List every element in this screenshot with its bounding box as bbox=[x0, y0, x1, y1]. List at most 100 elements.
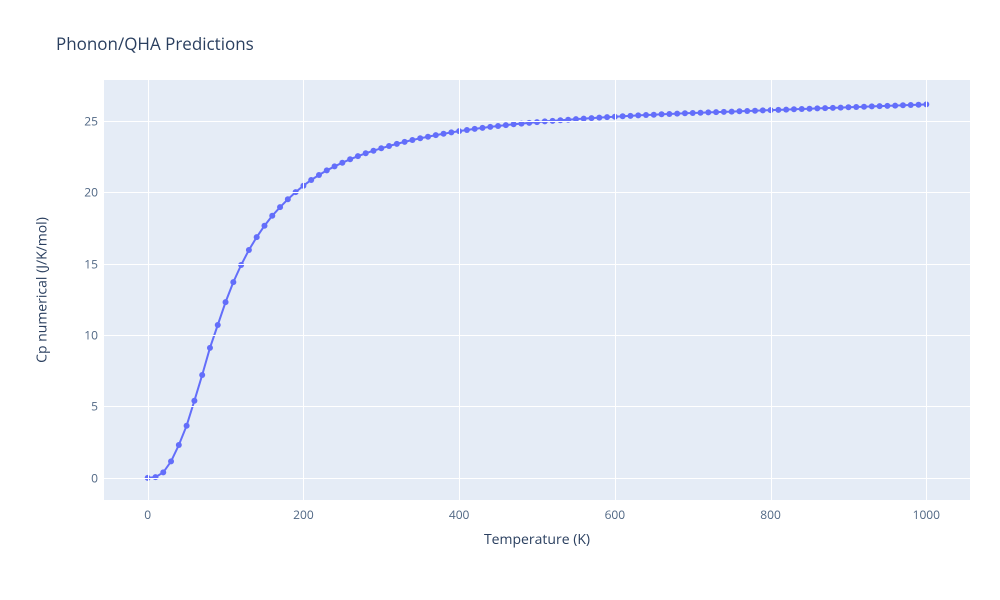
x-gridline bbox=[148, 80, 149, 500]
data-marker[interactable] bbox=[869, 103, 875, 109]
data-marker[interactable] bbox=[635, 112, 641, 118]
x-axis-label: Temperature (K) bbox=[484, 530, 590, 549]
data-marker[interactable] bbox=[690, 110, 696, 116]
data-marker[interactable] bbox=[744, 108, 750, 114]
data-marker[interactable] bbox=[503, 122, 509, 128]
data-marker[interactable] bbox=[417, 135, 423, 141]
y-tick-label: 5 bbox=[76, 398, 98, 415]
data-marker[interactable] bbox=[713, 109, 719, 115]
data-marker[interactable] bbox=[845, 104, 851, 110]
chart-svg bbox=[104, 80, 970, 500]
data-marker[interactable] bbox=[363, 150, 369, 156]
data-marker[interactable] bbox=[472, 126, 478, 132]
data-marker[interactable] bbox=[168, 458, 174, 464]
data-marker[interactable] bbox=[884, 103, 890, 109]
data-marker[interactable] bbox=[861, 104, 867, 110]
data-marker[interactable] bbox=[324, 167, 330, 173]
data-marker[interactable] bbox=[666, 111, 672, 117]
data-marker[interactable] bbox=[184, 423, 190, 429]
data-marker[interactable] bbox=[674, 111, 680, 117]
data-marker[interactable] bbox=[892, 103, 898, 109]
data-marker[interactable] bbox=[339, 160, 345, 166]
data-marker[interactable] bbox=[830, 105, 836, 111]
data-marker[interactable] bbox=[223, 299, 229, 305]
data-marker[interactable] bbox=[254, 234, 260, 240]
data-marker[interactable] bbox=[596, 115, 602, 121]
data-marker[interactable] bbox=[160, 469, 166, 475]
data-marker[interactable] bbox=[783, 107, 789, 113]
data-marker[interactable] bbox=[916, 102, 922, 108]
data-marker[interactable] bbox=[316, 172, 322, 178]
data-marker[interactable] bbox=[814, 105, 820, 111]
data-marker[interactable] bbox=[651, 112, 657, 118]
data-marker[interactable] bbox=[332, 163, 338, 169]
data-marker[interactable] bbox=[370, 148, 376, 154]
data-marker[interactable] bbox=[682, 110, 688, 116]
data-marker[interactable] bbox=[409, 137, 415, 143]
data-marker[interactable] bbox=[736, 108, 742, 114]
data-marker[interactable] bbox=[729, 109, 735, 115]
data-marker[interactable] bbox=[464, 127, 470, 133]
data-marker[interactable] bbox=[620, 113, 626, 119]
data-marker[interactable] bbox=[308, 177, 314, 183]
chart-title: Phonon/QHA Predictions bbox=[56, 32, 254, 55]
x-tick-label: 0 bbox=[144, 506, 151, 523]
data-marker[interactable] bbox=[659, 111, 665, 117]
data-marker[interactable] bbox=[877, 103, 883, 109]
data-marker[interactable] bbox=[565, 117, 571, 123]
data-marker[interactable] bbox=[246, 247, 252, 253]
data-marker[interactable] bbox=[752, 108, 758, 114]
data-marker[interactable] bbox=[698, 110, 704, 116]
data-marker[interactable] bbox=[627, 113, 633, 119]
y-tick-label: 20 bbox=[76, 184, 98, 201]
data-marker[interactable] bbox=[191, 398, 197, 404]
y-tick-label: 25 bbox=[76, 112, 98, 129]
data-marker[interactable] bbox=[355, 153, 361, 159]
data-marker[interactable] bbox=[402, 139, 408, 145]
data-marker[interactable] bbox=[799, 106, 805, 112]
x-gridline bbox=[926, 80, 927, 500]
data-marker[interactable] bbox=[378, 145, 384, 151]
data-marker[interactable] bbox=[604, 114, 610, 120]
data-marker[interactable] bbox=[347, 156, 353, 162]
data-marker[interactable] bbox=[480, 125, 486, 131]
y-gridline bbox=[104, 121, 970, 122]
data-marker[interactable] bbox=[433, 132, 439, 138]
data-marker[interactable] bbox=[775, 107, 781, 113]
data-marker[interactable] bbox=[269, 213, 275, 219]
data-marker[interactable] bbox=[705, 109, 711, 115]
data-marker[interactable] bbox=[721, 109, 727, 115]
x-gridline bbox=[771, 80, 772, 500]
data-marker[interactable] bbox=[394, 141, 400, 147]
data-marker[interactable] bbox=[176, 442, 182, 448]
data-marker[interactable] bbox=[495, 123, 501, 129]
data-marker[interactable] bbox=[261, 223, 267, 229]
data-marker[interactable] bbox=[643, 112, 649, 118]
data-marker[interactable] bbox=[230, 279, 236, 285]
data-marker[interactable] bbox=[908, 102, 914, 108]
data-marker[interactable] bbox=[838, 105, 844, 111]
x-gridline bbox=[615, 80, 616, 500]
data-marker[interactable] bbox=[285, 196, 291, 202]
data-marker[interactable] bbox=[487, 124, 493, 130]
data-marker[interactable] bbox=[791, 106, 797, 112]
data-marker[interactable] bbox=[511, 121, 517, 127]
data-marker[interactable] bbox=[277, 204, 283, 210]
data-marker[interactable] bbox=[900, 102, 906, 108]
data-marker[interactable] bbox=[215, 322, 221, 328]
data-marker[interactable] bbox=[853, 104, 859, 110]
plot-area[interactable] bbox=[104, 80, 970, 500]
data-marker[interactable] bbox=[760, 107, 766, 113]
data-marker[interactable] bbox=[425, 134, 431, 140]
data-marker[interactable] bbox=[207, 345, 213, 351]
data-marker[interactable] bbox=[807, 106, 813, 112]
x-tick-label: 200 bbox=[293, 506, 314, 523]
data-marker[interactable] bbox=[199, 372, 205, 378]
data-marker[interactable] bbox=[441, 131, 447, 137]
y-gridline bbox=[104, 192, 970, 193]
data-marker[interactable] bbox=[448, 129, 454, 135]
y-gridline bbox=[104, 478, 970, 479]
x-gridline bbox=[303, 80, 304, 500]
data-marker[interactable] bbox=[386, 143, 392, 149]
data-marker[interactable] bbox=[822, 105, 828, 111]
